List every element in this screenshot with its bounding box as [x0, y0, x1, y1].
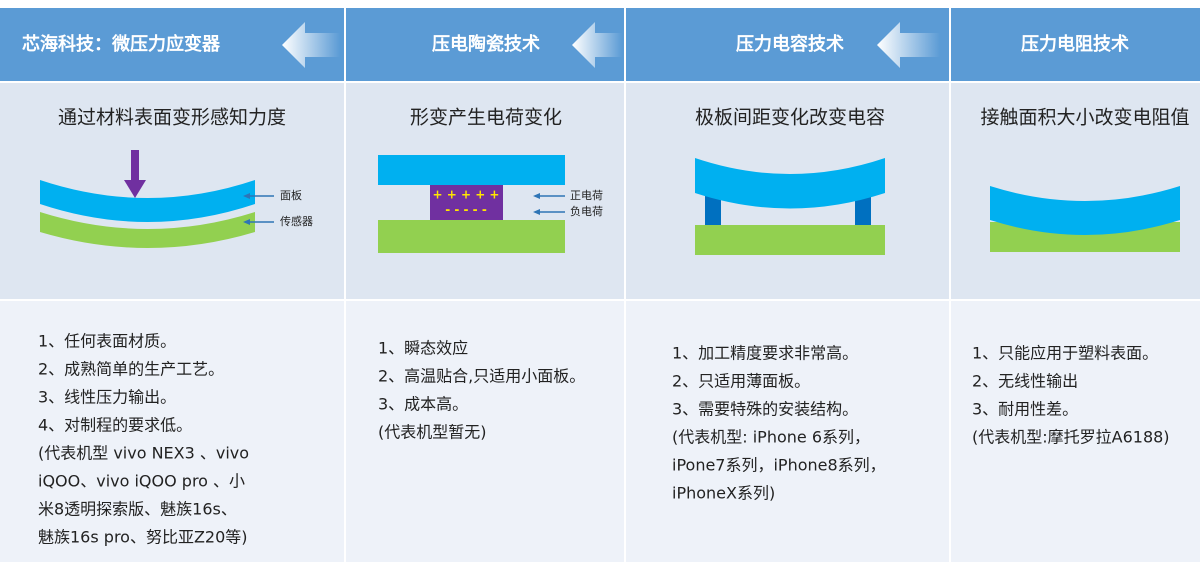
principle: 极板间距变化改变电容	[695, 107, 885, 129]
feature-line: 3、耐用性差。	[972, 400, 1078, 419]
strain-diagram	[40, 150, 274, 248]
feature-line: 2、成熟简单的生产工艺。	[38, 360, 224, 379]
feature-line: 3、线性压力输出。	[38, 388, 176, 407]
principle: 接触面积大小改变电阻值	[980, 107, 1189, 129]
label: 传感器	[280, 215, 313, 228]
charge-signs: + + + + +	[433, 188, 500, 202]
capacitive-diagram	[695, 158, 885, 255]
feature-line: (代表机型暂无)	[378, 423, 487, 442]
feature-line: (代表机型:摩托罗拉A6188)	[972, 428, 1170, 447]
feature-line: iPone7系列，iPhone8系列，	[672, 456, 886, 475]
feature-line: 米8透明探索版、魅族16s、	[38, 500, 237, 519]
feature-line: 3、需要特殊的安装结构。	[672, 400, 858, 419]
feature-line: (代表机型 vivo NEX3 、vivo	[38, 444, 249, 463]
feature-line: 2、只适用薄面板。	[672, 372, 810, 391]
feature-line: 1、任何表面材质。	[38, 332, 176, 351]
feature-line: 4、对制程的要求低。	[38, 416, 192, 435]
feature-line: 1、只能应用于塑料表面。	[972, 344, 1158, 363]
feature-line: (代表机型: iPhone 6系列，	[672, 428, 870, 447]
feature-line: 2、无线性输出	[972, 372, 1078, 391]
principle: 形变产生电荷变化	[410, 107, 562, 129]
feature-line: 2、高温贴合,只适用小面板。	[378, 367, 585, 386]
feature-line: 1、瞬态效应	[378, 339, 468, 358]
header-arrows	[282, 22, 940, 68]
label: 正电荷	[570, 189, 603, 202]
column-title: 压力电阻技术	[1021, 33, 1129, 55]
feature-line: 魅族16s pro、努比亚Z20等)	[38, 528, 248, 547]
feature-line: 3、成本高。	[378, 395, 468, 414]
piezo-diagram	[378, 155, 565, 253]
resistive-diagram	[990, 186, 1180, 252]
principle: 通过材料表面变形感知力度	[58, 107, 286, 129]
column-title: 压电陶瓷技术	[432, 33, 540, 55]
charge-signs: - - - - -	[445, 203, 487, 217]
feature-line: iPhoneX系列)	[672, 484, 775, 503]
feature-line: 1、加工精度要求非常高。	[672, 344, 858, 363]
feature-line: iQOO、vivo iQOO pro 、小	[38, 472, 245, 491]
column-title: 压力电容技术	[736, 33, 844, 55]
label: 负电荷	[570, 204, 603, 218]
label: 面板	[280, 188, 302, 202]
cell-borders	[0, 8, 1200, 562]
feature-row	[0, 300, 1200, 562]
column-title: 芯海科技：微压力应变器	[22, 33, 221, 55]
